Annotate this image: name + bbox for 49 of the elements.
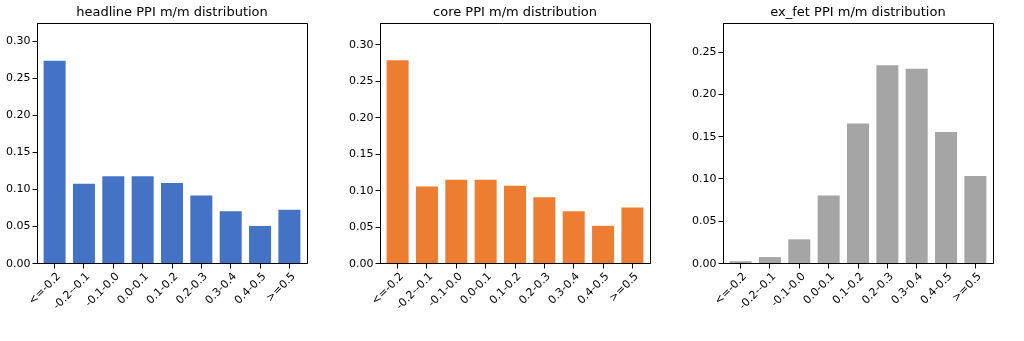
bar (817, 195, 840, 263)
y-tick-label: 0.00 (349, 256, 374, 270)
bar (876, 65, 899, 263)
y-tick-label: 0.15 (6, 145, 31, 159)
y-tick-label: 0.00 (692, 256, 717, 270)
bar (190, 195, 213, 263)
y-tick-label: 0.20 (6, 108, 31, 122)
bar (504, 185, 526, 263)
y-tick-label: 0.25 (692, 45, 717, 59)
y-tick-label: 0.05 (692, 214, 717, 228)
bar (102, 176, 125, 263)
bar (935, 132, 958, 263)
bar (278, 209, 301, 263)
bar (964, 175, 987, 263)
bar (592, 225, 615, 263)
bar (386, 60, 409, 263)
bar (562, 211, 585, 263)
y-tick-label: 0.10 (349, 183, 374, 197)
y-tick-label: 0.25 (349, 74, 374, 88)
bar (905, 68, 928, 263)
bar (161, 183, 183, 263)
y-tick-label: 0.10 (6, 182, 31, 196)
bar (131, 176, 154, 263)
y-tick-label: 0.25 (6, 71, 31, 85)
y-tick-label: 0.20 (349, 110, 374, 124)
y-tick-label: 0.30 (349, 37, 374, 51)
y-tick-label: 0.15 (692, 129, 717, 143)
y-tick-label: 0.10 (692, 171, 717, 185)
bar (219, 211, 242, 263)
bar (474, 179, 497, 263)
y-tick-label: 0.30 (6, 34, 31, 48)
chart-title: core PPI m/m distribution (433, 4, 597, 19)
bar (43, 60, 66, 263)
bar (249, 225, 272, 263)
bar (621, 207, 644, 263)
y-tick-label: 0.20 (692, 87, 717, 101)
bar (72, 183, 95, 263)
y-tick-label: 0.15 (349, 147, 374, 161)
y-tick-label: 0.05 (6, 219, 31, 233)
bar (415, 186, 438, 263)
y-tick-label: 0.00 (6, 256, 31, 270)
bar (445, 179, 468, 263)
bar (758, 257, 781, 263)
bar (533, 197, 556, 263)
y-tick-label: 0.05 (349, 220, 374, 234)
chart-title: ex_fet PPI m/m distribution (770, 4, 946, 19)
bar (788, 239, 811, 263)
chart-title: headline PPI m/m distribution (76, 4, 268, 19)
bar (847, 123, 869, 263)
